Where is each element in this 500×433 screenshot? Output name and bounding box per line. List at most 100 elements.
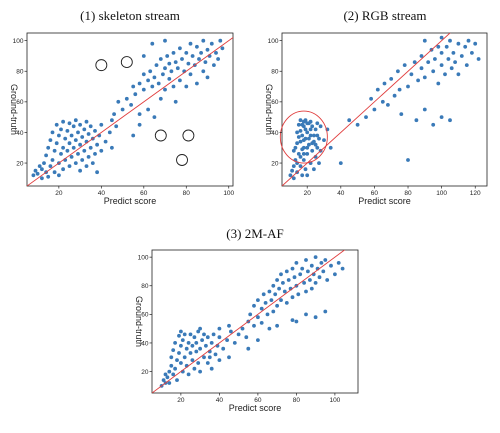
data-point bbox=[167, 77, 172, 81]
data-point bbox=[300, 122, 305, 127]
data-point bbox=[300, 266, 305, 271]
data-point bbox=[173, 366, 178, 371]
data-point bbox=[217, 326, 222, 331]
data-point bbox=[173, 60, 178, 64]
y-tick-label: 80 bbox=[141, 283, 149, 290]
data-point bbox=[182, 332, 187, 337]
data-point bbox=[152, 115, 157, 119]
data-point bbox=[439, 35, 444, 40]
data-point bbox=[315, 145, 320, 150]
data-point bbox=[470, 51, 474, 55]
y-tick-label: 20 bbox=[16, 160, 24, 167]
data-point bbox=[82, 148, 87, 153]
data-point bbox=[386, 103, 390, 107]
y-tick-label: 100 bbox=[13, 38, 24, 45]
data-point bbox=[61, 119, 65, 124]
data-point bbox=[323, 309, 328, 314]
data-point bbox=[67, 121, 72, 126]
data-point bbox=[294, 319, 299, 324]
reference-line bbox=[27, 37, 233, 186]
data-point bbox=[252, 303, 256, 308]
data-point bbox=[402, 63, 407, 67]
data-point bbox=[156, 81, 161, 86]
data-point bbox=[73, 118, 78, 123]
data-point bbox=[291, 148, 296, 153]
data-point bbox=[267, 326, 272, 331]
data-point bbox=[169, 355, 174, 360]
data-point bbox=[46, 145, 51, 150]
data-point bbox=[205, 361, 210, 365]
data-point bbox=[137, 112, 142, 116]
data-point bbox=[84, 119, 89, 124]
x-axis-label: Predict score bbox=[229, 403, 282, 413]
data-point bbox=[180, 57, 184, 61]
data-point bbox=[146, 107, 151, 112]
data-point bbox=[347, 118, 352, 123]
data-point bbox=[169, 69, 174, 74]
data-point bbox=[419, 66, 424, 71]
data-point bbox=[433, 57, 437, 61]
data-point bbox=[196, 329, 201, 334]
y-tick-label: 60 bbox=[271, 99, 279, 106]
data-point bbox=[86, 155, 91, 159]
data-point bbox=[180, 338, 185, 342]
data-point bbox=[246, 346, 251, 351]
data-point bbox=[328, 145, 333, 150]
data-point bbox=[406, 158, 410, 162]
data-point bbox=[203, 60, 208, 64]
data-point bbox=[192, 366, 197, 371]
data-point bbox=[186, 61, 191, 66]
data-point bbox=[329, 263, 333, 268]
data-point bbox=[306, 269, 310, 274]
data-point bbox=[198, 326, 203, 331]
x-tick-label: 120 bbox=[470, 190, 481, 197]
highlight-circle bbox=[120, 56, 133, 69]
data-point bbox=[196, 361, 201, 365]
data-point bbox=[59, 127, 63, 132]
data-point bbox=[169, 363, 174, 368]
data-point bbox=[303, 167, 308, 172]
data-point bbox=[323, 258, 328, 262]
data-point bbox=[69, 133, 74, 138]
data-point bbox=[298, 272, 303, 277]
data-point bbox=[158, 96, 163, 101]
data-point bbox=[364, 115, 368, 119]
data-point bbox=[67, 164, 72, 169]
data-point bbox=[451, 51, 456, 55]
data-point bbox=[179, 343, 183, 348]
data-point bbox=[265, 312, 270, 317]
data-point bbox=[294, 261, 299, 265]
data-point bbox=[80, 158, 85, 162]
data-point bbox=[312, 133, 316, 138]
data-point bbox=[305, 152, 310, 156]
panel-title: (3) 2M-AF bbox=[226, 226, 283, 241]
data-point bbox=[209, 41, 214, 46]
data-point bbox=[57, 133, 61, 138]
data-point bbox=[31, 173, 36, 178]
data-point bbox=[54, 141, 59, 146]
data-point bbox=[436, 44, 441, 49]
data-point bbox=[308, 127, 313, 132]
data-point bbox=[305, 173, 310, 178]
data-point bbox=[456, 72, 461, 77]
data-point bbox=[227, 355, 231, 360]
data-point bbox=[288, 173, 293, 178]
data-point bbox=[217, 358, 222, 362]
data-point bbox=[304, 312, 308, 317]
data-point bbox=[209, 341, 214, 345]
data-point bbox=[93, 129, 97, 133]
data-point bbox=[120, 107, 125, 112]
data-point bbox=[95, 170, 99, 175]
data-point bbox=[298, 139, 303, 144]
data-point bbox=[188, 332, 193, 337]
data-point bbox=[209, 366, 214, 371]
data-point bbox=[88, 145, 93, 150]
data-point bbox=[300, 133, 305, 138]
data-point bbox=[453, 60, 457, 64]
data-point bbox=[310, 124, 315, 129]
data-point bbox=[313, 142, 318, 147]
data-point bbox=[256, 315, 260, 320]
data-point bbox=[282, 289, 287, 294]
data-point bbox=[321, 269, 326, 274]
data-point bbox=[131, 84, 136, 89]
